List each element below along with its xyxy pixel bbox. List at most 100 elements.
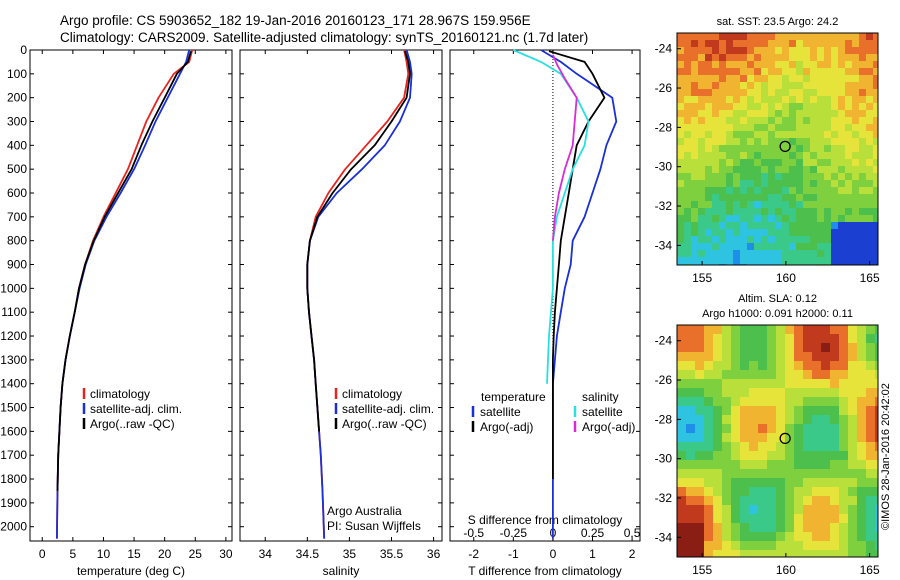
- map-cell: [873, 124, 878, 132]
- map-cell: [866, 117, 874, 125]
- map-cell: [713, 523, 723, 533]
- map-cell: [705, 159, 713, 167]
- map-cell: [686, 406, 696, 416]
- map-cell: [712, 131, 720, 139]
- map-cell: [686, 325, 696, 335]
- map-cell: [803, 451, 813, 461]
- map-cell: [830, 523, 840, 533]
- map-cell: [852, 103, 860, 111]
- map-cell: [857, 451, 867, 461]
- map-cell: [817, 215, 825, 223]
- map-subtitle: Argo h1000: 0.091 h2000: 0.11: [702, 308, 853, 320]
- map-cell: [803, 433, 813, 443]
- map-cell: [677, 325, 687, 335]
- map-cell: [812, 496, 822, 506]
- map-cell: [803, 424, 813, 434]
- map-cell: [754, 75, 762, 83]
- map-cell: [794, 361, 804, 371]
- map-cell: [875, 370, 878, 380]
- map-cell: [810, 229, 818, 237]
- map-cell: [768, 152, 776, 160]
- map-cell: [789, 257, 797, 265]
- plot-frame: [449, 49, 641, 542]
- map-cell: [726, 61, 734, 69]
- map-cell: [713, 397, 723, 407]
- map-cell: [722, 361, 732, 371]
- map-cell: [768, 222, 776, 230]
- map-cell: [859, 236, 867, 244]
- map-cell: [866, 370, 876, 380]
- map-cell: [761, 96, 769, 104]
- map-cell: [803, 131, 811, 139]
- map-cell: [830, 442, 840, 452]
- map-cell: [719, 40, 727, 48]
- map-cell: [698, 82, 706, 90]
- map-cell: [824, 68, 832, 76]
- map-cell: [817, 187, 825, 195]
- map-cell: [686, 433, 696, 443]
- map-cell: [776, 442, 786, 452]
- map-cell: [722, 433, 732, 443]
- legend-label: Argo(..raw -QC): [90, 417, 175, 431]
- map-cell: [677, 478, 687, 488]
- map-cell: [845, 145, 853, 153]
- map-cell: [749, 379, 759, 389]
- x-tick-label: 160: [776, 271, 796, 285]
- map-cell: [782, 166, 790, 174]
- map-cell: [758, 505, 768, 515]
- map-cell: [852, 194, 860, 202]
- map-cell: [803, 334, 813, 344]
- map-cell: [677, 68, 685, 76]
- map-cell: [758, 514, 768, 524]
- map-cell: [686, 388, 696, 398]
- map-cell: [767, 325, 777, 335]
- map-cell: [695, 361, 705, 371]
- map-cell: [785, 415, 795, 425]
- map-cell: [686, 550, 696, 557]
- map-cell: [775, 159, 783, 167]
- map-cell: [767, 442, 777, 452]
- map-cell: [782, 229, 790, 237]
- map-cell: [775, 173, 783, 181]
- map-cell: [866, 442, 876, 452]
- map-cell: [785, 487, 795, 497]
- map-cell: [824, 215, 832, 223]
- map-cell: [789, 131, 797, 139]
- map-cell: [761, 159, 769, 167]
- map-cell: [740, 397, 750, 407]
- map-cell: [767, 478, 777, 488]
- map-cell: [838, 208, 846, 216]
- map-cell: [758, 406, 768, 416]
- map-cell: [859, 103, 867, 111]
- map-cell: [712, 89, 720, 97]
- map-cell: [831, 89, 839, 97]
- map-cell: [677, 96, 685, 104]
- map-cell: [740, 406, 750, 416]
- map-cell: [796, 243, 804, 251]
- map-cell: [830, 388, 840, 398]
- map-cell: [719, 117, 727, 125]
- map-cell: [848, 478, 858, 488]
- map-cell: [740, 487, 750, 497]
- map-cell: [785, 505, 795, 515]
- map-cell: [803, 257, 811, 265]
- map-cell: [794, 343, 804, 353]
- map-cell: [686, 523, 696, 533]
- map-cell: [677, 229, 685, 237]
- map-cell: [684, 103, 692, 111]
- map-cell: [782, 110, 790, 118]
- map-cell: [845, 124, 853, 132]
- map-cell: [789, 180, 797, 188]
- map-cell: [866, 505, 876, 515]
- map-cell: [866, 40, 874, 48]
- map-cell: [698, 54, 706, 62]
- map-cell: [857, 514, 867, 524]
- map-cell: [794, 478, 804, 488]
- map-cell: [733, 82, 741, 90]
- map-cell: [713, 532, 723, 542]
- map-cell: [749, 505, 759, 515]
- map-cell: [789, 61, 797, 69]
- map-cell: [733, 250, 741, 258]
- map-cell: [794, 433, 804, 443]
